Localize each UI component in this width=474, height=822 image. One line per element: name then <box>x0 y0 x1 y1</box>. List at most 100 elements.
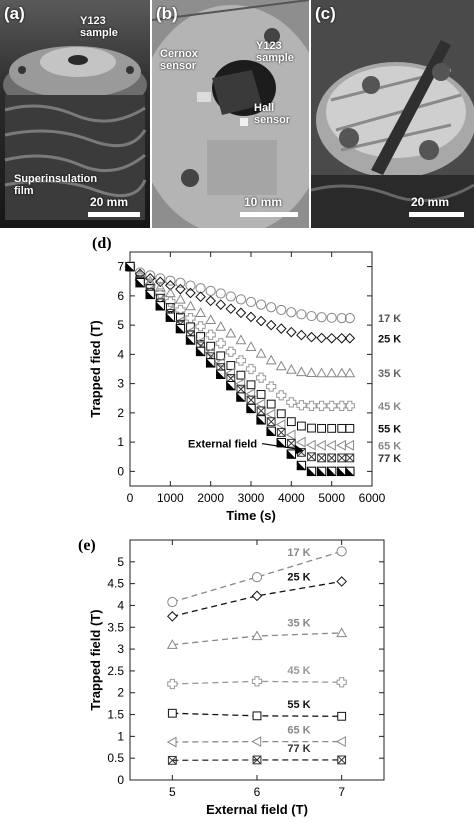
series-label: 35 K <box>378 368 401 380</box>
data-point <box>327 453 337 463</box>
data-point <box>317 453 326 463</box>
x-tick-label: 4000 <box>278 491 305 505</box>
series-77-k <box>167 755 347 765</box>
data-point <box>215 338 226 349</box>
data-point <box>226 361 236 370</box>
annotation-external-field: External field <box>188 439 257 451</box>
photo-a-tag: (a) <box>4 4 25 23</box>
data-point <box>336 627 348 638</box>
data-point <box>306 310 317 322</box>
data-point <box>256 415 266 425</box>
data-point <box>236 370 246 380</box>
data-point <box>165 275 176 286</box>
data-point <box>337 466 347 477</box>
data-point <box>306 367 317 377</box>
data-point <box>245 311 257 323</box>
data-point <box>337 423 347 433</box>
data-point <box>266 426 276 437</box>
data-point <box>337 711 347 721</box>
data-point <box>265 319 277 331</box>
photo-b: (b) Cernox sensor Y123 sample Hall senso… <box>152 0 309 228</box>
panel-label: (d) <box>92 235 112 252</box>
data-point <box>296 460 307 471</box>
data-point <box>251 571 263 583</box>
series-45-k <box>167 676 347 690</box>
data-point <box>326 400 337 411</box>
data-point <box>195 321 206 332</box>
data-point <box>205 329 216 340</box>
x-axis-label: Time (s) <box>226 508 276 523</box>
y-tick-label: 2 <box>117 686 124 700</box>
x-tick-label: 2000 <box>197 491 224 505</box>
data-point <box>326 332 337 344</box>
data-point <box>167 678 178 690</box>
data-point <box>135 278 145 288</box>
y-tick-label: 4 <box>117 598 124 612</box>
series-label: 65 K <box>378 440 401 452</box>
y-tick-label: 1.5 <box>107 708 124 722</box>
data-point <box>256 390 266 399</box>
data-point <box>295 436 306 448</box>
scale-c-bar <box>409 212 464 217</box>
x-tick-label: 5 <box>169 785 176 799</box>
data-point <box>276 390 287 401</box>
data-point <box>285 429 296 441</box>
data-point <box>215 357 225 369</box>
data-point <box>251 590 263 602</box>
data-point <box>336 400 347 411</box>
series-label: 77 K <box>378 453 401 465</box>
series-external-field <box>125 261 355 477</box>
data-point <box>246 403 256 414</box>
series-label: 45 K <box>287 665 310 677</box>
series-label: 65 K <box>287 725 310 737</box>
data-point <box>307 452 316 462</box>
label-superinsulation-film: Superinsulation film <box>14 173 98 197</box>
scale-b-text: 10 mm <box>244 195 283 209</box>
data-point <box>266 399 276 409</box>
data-point <box>336 546 347 557</box>
data-point <box>255 372 267 383</box>
series-55-k <box>167 708 347 721</box>
data-point <box>337 755 347 765</box>
data-point <box>336 576 347 587</box>
x-tick-label: 3000 <box>238 491 265 505</box>
scale-c-text: 20 mm <box>411 195 450 209</box>
data-point <box>265 354 277 365</box>
data-point <box>175 304 186 316</box>
data-point <box>175 323 186 334</box>
data-point <box>336 677 347 688</box>
x-tick-label: 7 <box>338 785 345 799</box>
y-axis-label: Trapped field (T) <box>88 609 103 710</box>
data-point <box>245 363 257 375</box>
series-label: 17 K <box>378 313 401 325</box>
data-point <box>144 273 156 284</box>
series-17-k <box>167 546 347 608</box>
data-point <box>185 300 196 311</box>
y-tick-label: 5 <box>117 555 124 569</box>
series-line <box>172 580 342 617</box>
data-point <box>275 360 287 371</box>
photo-c: (c) 20 mm <box>311 0 474 228</box>
data-point <box>286 449 297 459</box>
data-point <box>167 596 178 608</box>
data-point <box>215 288 226 299</box>
data-point <box>205 285 216 297</box>
y-tick-label: 0 <box>117 773 124 787</box>
photo-b-image <box>152 0 309 228</box>
data-point <box>175 283 186 295</box>
y-tick-label: 4.5 <box>107 577 124 591</box>
data-point <box>185 335 196 345</box>
data-point <box>154 276 166 288</box>
x-tick-label: 1000 <box>157 491 184 505</box>
data-point <box>296 400 307 411</box>
plot-frame <box>129 251 373 487</box>
series-25-k <box>124 261 356 344</box>
data-point <box>125 261 135 272</box>
data-point <box>165 280 176 291</box>
data-point <box>286 417 296 427</box>
data-point <box>327 423 337 433</box>
chart-d: (d) 0 1000 2000 3000 4000 5000 6000 0 1 2 3 4 5 6 7 Time… <box>88 235 401 523</box>
data-point <box>205 358 216 368</box>
data-point <box>185 313 196 324</box>
data-point <box>316 400 327 411</box>
